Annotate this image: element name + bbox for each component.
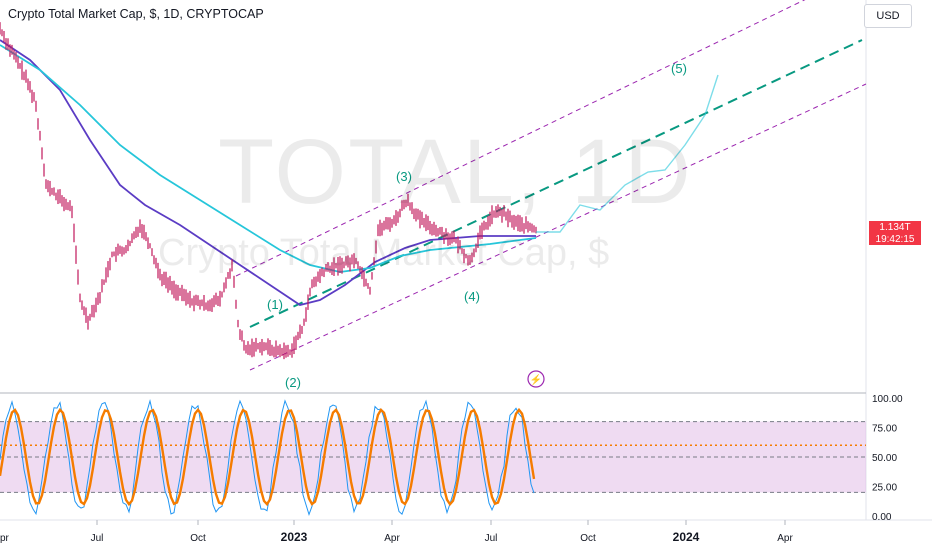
rsi-tick-label: 75.00 <box>872 424 897 435</box>
time-tick-label: 2024 <box>673 530 700 544</box>
alert-icon <box>527 370 545 388</box>
rsi-fast-line <box>0 398 535 517</box>
name-watermark: Crypto Total Market Cap, $ <box>158 232 610 274</box>
time-tick-label: Jul <box>485 533 498 544</box>
wave-label: (5) <box>671 61 687 76</box>
rsi-tick-label: 0.00 <box>872 512 892 523</box>
price-countdown: 19:42:15 <box>875 234 915 245</box>
alert-icon-glyph: ⚡ <box>530 373 542 386</box>
time-tick-label: Apr <box>777 533 793 544</box>
rsi-tick-label: 25.00 <box>872 483 897 494</box>
time-tick-label: Oct <box>190 533 206 544</box>
rsi-tick-label: 100.00 <box>872 394 903 405</box>
time-tick-label: Jul <box>91 533 104 544</box>
moving-average-slow <box>0 44 537 273</box>
rsi-slow-line <box>0 407 536 507</box>
time-tick-label: Oct <box>580 533 596 544</box>
rsi-tick-label: 50.00 <box>872 453 897 464</box>
projected-path <box>536 74 719 233</box>
wave-label: (2) <box>285 375 301 390</box>
last-price-value: 1.134T <box>879 222 911 233</box>
wave-label: (3) <box>396 169 412 184</box>
last-price-tag: 1.134T 19:42:15 <box>869 221 921 245</box>
time-tick-label: Apr <box>384 533 400 544</box>
currency-button[interactable]: USD <box>864 4 912 28</box>
symbol-watermark: TOTAL, 1D <box>218 121 693 223</box>
time-tick-label: pr <box>0 533 10 544</box>
wave-label: (4) <box>464 289 480 304</box>
chart-title: Crypto Total Market Cap, $, 1D, CRYPTOCA… <box>8 7 264 21</box>
time-tick-label: 2023 <box>281 530 308 544</box>
wave-label: (1) <box>267 297 283 312</box>
moving-average-fast <box>0 39 536 306</box>
